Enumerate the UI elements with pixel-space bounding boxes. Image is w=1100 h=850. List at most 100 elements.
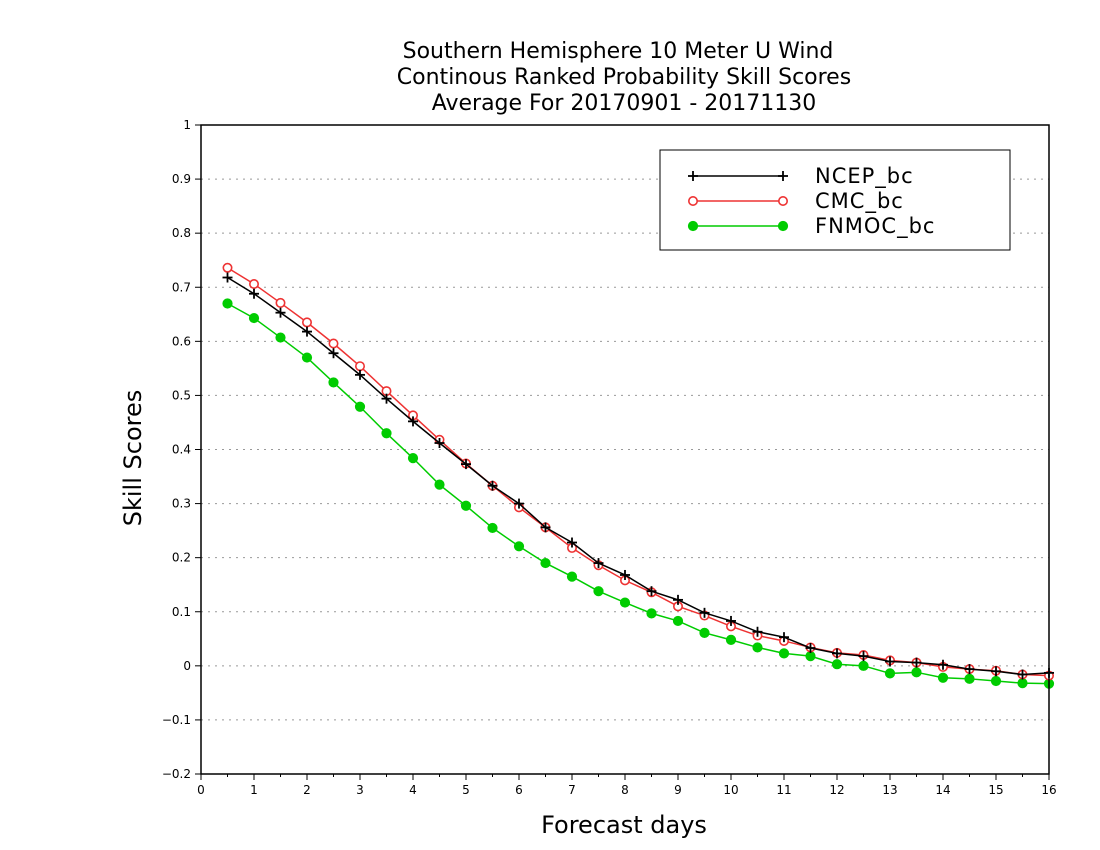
y-tick-label: 1 — [183, 118, 191, 132]
data-point — [990, 675, 1002, 687]
data-point — [619, 597, 631, 608]
x-tick-label: 11 — [776, 783, 791, 797]
data-point — [354, 401, 366, 412]
data-point — [726, 615, 736, 626]
data-point — [540, 557, 551, 569]
chart-title-line-2: Continous Ranked Probability Skill Score… — [397, 65, 851, 90]
data-point — [222, 298, 233, 309]
data-point — [302, 326, 312, 337]
series-CMC_bc — [222, 262, 1055, 681]
y-tick-label: 0.4 — [172, 443, 191, 457]
y-tick-label: 0.7 — [172, 280, 191, 294]
data-point — [434, 438, 445, 449]
x-tick-label: 2 — [303, 783, 311, 797]
data-point — [275, 297, 286, 308]
y-tick-label: −0.1 — [162, 713, 191, 727]
data-point — [1017, 669, 1028, 680]
data-point — [275, 307, 286, 318]
legend-marker — [777, 220, 789, 232]
data-point — [513, 541, 525, 552]
legend-item: CMC_bc — [687, 189, 903, 214]
data-point — [408, 416, 418, 427]
data-point — [938, 659, 948, 670]
data-point — [460, 500, 472, 511]
legend-label: FNMOC_bc — [815, 214, 935, 239]
x-tick-label: 12 — [829, 783, 844, 797]
data-point — [407, 453, 419, 464]
data-point — [831, 659, 843, 670]
data-point — [911, 657, 922, 668]
y-tick-label: 0.8 — [172, 226, 191, 240]
data-point — [858, 660, 869, 671]
data-point — [620, 569, 630, 580]
data-point — [222, 262, 233, 273]
legend-marker — [777, 196, 788, 207]
data-point — [355, 369, 365, 380]
data-point — [779, 632, 789, 643]
data-point — [858, 651, 869, 662]
chart-title-line-3: Average For 20170901 - 20171130 — [432, 91, 817, 116]
data-point — [778, 648, 790, 659]
data-point — [434, 479, 445, 490]
legend-marker — [688, 171, 698, 181]
chart-title: Southern Hemisphere 10 Meter U Wind Cont… — [397, 39, 851, 116]
data-point — [222, 272, 233, 283]
data-point — [937, 672, 949, 683]
data-point — [911, 667, 922, 678]
x-tick-label: 0 — [197, 783, 205, 797]
data-point — [567, 537, 577, 548]
data-point — [328, 348, 339, 359]
chart-title-line-1: Southern Hemisphere 10 Meter U Wind — [403, 39, 834, 64]
x-tick-label: 16 — [1041, 783, 1056, 797]
legend-label: NCEP_bc — [815, 164, 914, 189]
x-tick-label: 6 — [515, 783, 523, 797]
x-tick-label: 8 — [621, 783, 629, 797]
data-point — [301, 317, 312, 328]
data-point — [381, 428, 392, 439]
y-tick-label: 0 — [183, 659, 191, 673]
y-tick-label: 0.9 — [172, 172, 191, 186]
data-point — [487, 480, 498, 491]
data-point — [699, 627, 710, 638]
legend-box — [659, 149, 1011, 251]
legend-marker — [687, 196, 698, 207]
series-line — [227, 302, 1050, 685]
data-point — [646, 608, 657, 619]
data-series — [222, 262, 1055, 689]
data-point — [964, 664, 975, 675]
data-point — [885, 656, 895, 667]
data-point — [328, 338, 339, 349]
x-tick-label: 10 — [723, 783, 738, 797]
data-point — [673, 594, 683, 605]
series-line — [227, 276, 1050, 676]
x-tick-label: 9 — [674, 783, 682, 797]
data-point — [752, 642, 763, 653]
data-point — [461, 459, 471, 470]
data-point — [832, 648, 842, 659]
data-point — [593, 586, 604, 597]
y-tick-label: 0.3 — [172, 497, 191, 511]
x-tick-label: 4 — [409, 783, 417, 797]
y-gridlines — [201, 178, 1049, 721]
y-tick-label: 0.1 — [172, 605, 191, 619]
data-point — [699, 607, 710, 618]
data-point — [646, 586, 657, 597]
legend-item: NCEP_bc — [688, 164, 914, 189]
x-tick-label: 13 — [882, 783, 897, 797]
data-point — [249, 288, 259, 299]
data-point — [249, 279, 260, 290]
y-axis-label: Skill Scores — [119, 390, 147, 527]
y-tick-label: 0.6 — [172, 334, 191, 348]
y-tick-label: 0.5 — [172, 388, 191, 402]
x-tick-label: 7 — [568, 783, 576, 797]
data-point — [248, 312, 260, 324]
data-point — [275, 332, 286, 343]
data-point — [487, 522, 498, 534]
data-point — [354, 361, 365, 372]
data-point — [725, 634, 737, 645]
data-point — [514, 498, 524, 509]
data-point — [805, 642, 816, 653]
data-point — [540, 522, 551, 533]
plot-area-frame — [200, 124, 1050, 775]
